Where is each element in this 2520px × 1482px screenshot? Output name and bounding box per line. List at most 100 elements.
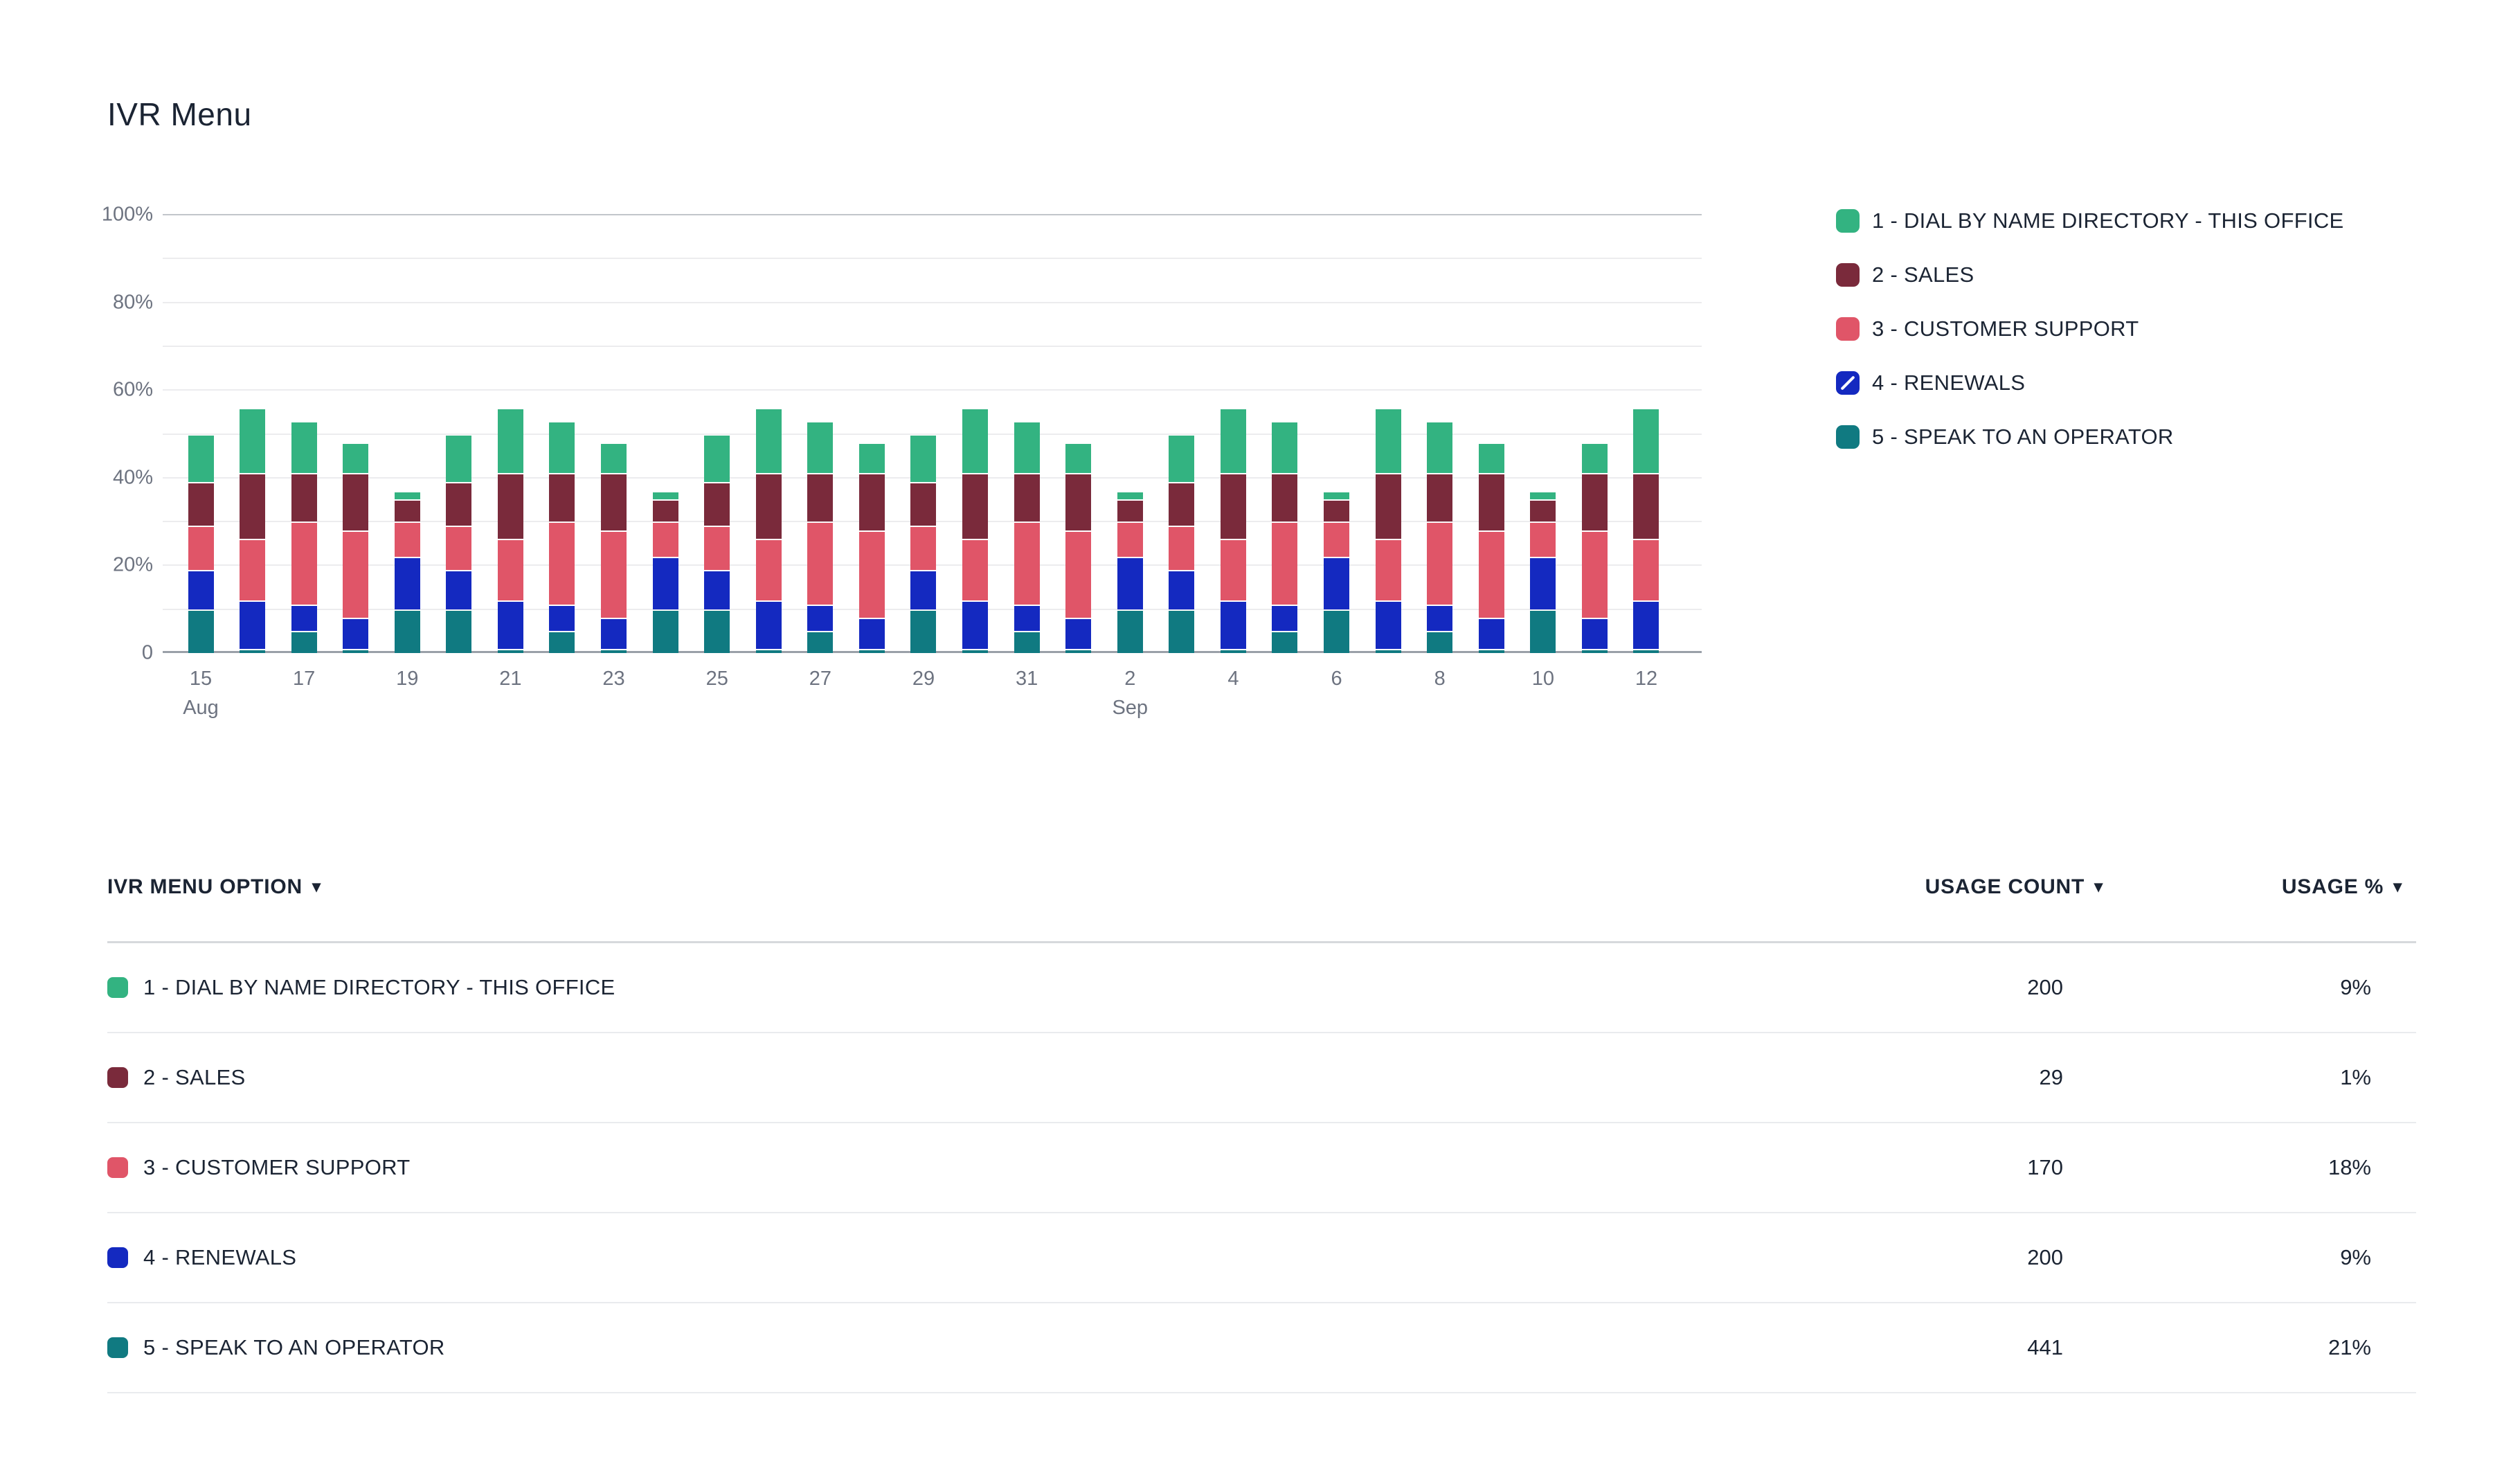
bar-segment-green[interactable] <box>652 492 678 500</box>
bar-segment-pink[interactable] <box>1220 540 1246 601</box>
bar-segment-blue[interactable] <box>497 602 523 649</box>
bar-segment-maroon[interactable] <box>446 483 472 526</box>
bar-segment-pink[interactable] <box>755 540 782 601</box>
bar-segment-maroon[interactable] <box>1272 474 1298 522</box>
bar-segment-maroon[interactable] <box>188 483 214 526</box>
bar-segment-green[interactable] <box>497 409 523 474</box>
bar-sep-3[interactable] <box>1169 215 1195 653</box>
bar-segment-pink[interactable] <box>1427 523 1453 605</box>
bar-segment-teal[interactable] <box>1169 610 1195 653</box>
bar-segment-blue[interactable] <box>1117 557 1143 609</box>
bar-segment-teal[interactable] <box>1581 650 1608 653</box>
bar-segment-blue[interactable] <box>549 606 575 632</box>
bar-aug-15[interactable] <box>188 215 214 653</box>
bar-segment-teal[interactable] <box>1117 610 1143 653</box>
bar-segment-green[interactable] <box>343 444 369 474</box>
bar-aug-29[interactable] <box>910 215 937 653</box>
bar-segment-teal[interactable] <box>394 610 420 653</box>
bar-segment-maroon[interactable] <box>1014 474 1040 522</box>
bar-segment-blue[interactable] <box>704 571 730 609</box>
bar-segment-teal[interactable] <box>1324 610 1350 653</box>
bar-segment-blue[interactable] <box>1581 619 1608 649</box>
bar-aug-22[interactable] <box>549 215 575 653</box>
bar-segment-green[interactable] <box>1117 492 1143 500</box>
bar-segment-teal[interactable] <box>188 610 214 653</box>
bar-segment-pink[interactable] <box>1065 531 1092 618</box>
bar-segment-maroon[interactable] <box>1169 483 1195 526</box>
bar-segment-blue[interactable] <box>1633 602 1659 649</box>
bar-segment-pink[interactable] <box>1169 527 1195 570</box>
bar-segment-pink[interactable] <box>1581 531 1608 618</box>
bar-segment-teal[interactable] <box>1375 650 1401 653</box>
legend-item-dial-by-name[interactable]: 1 - DIAL BY NAME DIRECTORY - THIS OFFICE <box>1836 208 2344 233</box>
bar-segment-teal[interactable] <box>910 610 937 653</box>
bar-segment-pink[interactable] <box>807 523 834 605</box>
sort-arrow-icon[interactable]: ▾ <box>2393 877 2402 896</box>
bar-segment-teal[interactable] <box>291 632 317 653</box>
bar-segment-maroon[interactable] <box>1478 474 1504 530</box>
bar-segment-maroon[interactable] <box>1324 501 1350 522</box>
bar-segment-maroon[interactable] <box>1633 474 1659 539</box>
bar-segment-teal[interactable] <box>1014 632 1040 653</box>
bar-sep-2[interactable] <box>1117 215 1143 653</box>
bar-segment-maroon[interactable] <box>962 474 989 539</box>
bar-sep-1[interactable] <box>1065 215 1092 653</box>
bar-sep-8[interactable] <box>1427 215 1453 653</box>
bar-segment-pink[interactable] <box>910 527 937 570</box>
column-header-usage-percent[interactable]: USAGE % ▾ <box>2282 875 2402 899</box>
bar-segment-maroon[interactable] <box>497 474 523 539</box>
legend-item-sales[interactable]: 2 - SALES <box>1836 262 2344 287</box>
bar-segment-maroon[interactable] <box>704 483 730 526</box>
bar-segment-green[interactable] <box>1065 444 1092 474</box>
bar-segment-pink[interactable] <box>188 527 214 570</box>
bar-segment-green[interactable] <box>1272 422 1298 474</box>
bar-segment-maroon[interactable] <box>1375 474 1401 539</box>
bar-segment-teal[interactable] <box>704 610 730 653</box>
bar-aug-25[interactable] <box>704 215 730 653</box>
legend-checkbox-checked-icon[interactable] <box>1836 371 1860 395</box>
bar-segment-maroon[interactable] <box>1117 501 1143 522</box>
bar-segment-pink[interactable] <box>291 523 317 605</box>
bar-segment-blue[interactable] <box>1220 602 1246 649</box>
bar-segment-teal[interactable] <box>652 610 678 653</box>
bar-segment-green[interactable] <box>1633 409 1659 474</box>
bar-segment-teal[interactable] <box>858 650 885 653</box>
bar-segment-pink[interactable] <box>1324 523 1350 557</box>
bar-segment-maroon[interactable] <box>1220 474 1246 539</box>
bar-segment-green[interactable] <box>910 435 937 483</box>
bar-aug-28[interactable] <box>858 215 885 653</box>
bar-segment-maroon[interactable] <box>1065 474 1092 530</box>
bar-sep-7[interactable] <box>1375 215 1401 653</box>
bar-segment-maroon[interactable] <box>240 474 266 539</box>
bar-segment-blue[interactable] <box>394 557 420 609</box>
bar-segment-teal[interactable] <box>1427 632 1453 653</box>
bar-segment-green[interactable] <box>704 435 730 483</box>
bar-segment-green[interactable] <box>1169 435 1195 483</box>
bar-segment-green[interactable] <box>1324 492 1350 500</box>
bar-segment-blue[interactable] <box>755 602 782 649</box>
bar-segment-maroon[interactable] <box>1581 474 1608 530</box>
bar-segment-blue[interactable] <box>343 619 369 649</box>
bar-segment-green[interactable] <box>755 409 782 474</box>
bar-segment-blue[interactable] <box>962 602 989 649</box>
bar-sep-10[interactable] <box>1530 215 1556 653</box>
bar-segment-green[interactable] <box>549 422 575 474</box>
bar-segment-pink[interactable] <box>549 523 575 605</box>
bar-segment-maroon[interactable] <box>652 501 678 522</box>
bar-segment-maroon[interactable] <box>755 474 782 539</box>
bar-segment-blue[interactable] <box>1478 619 1504 649</box>
bar-segment-maroon[interactable] <box>601 474 627 530</box>
bar-segment-blue[interactable] <box>1065 619 1092 649</box>
bar-segment-teal[interactable] <box>446 610 472 653</box>
bar-segment-blue[interactable] <box>807 606 834 632</box>
bar-segment-blue[interactable] <box>1530 557 1556 609</box>
bar-segment-blue[interactable] <box>1169 571 1195 609</box>
legend-item-customer-support[interactable]: 3 - CUSTOMER SUPPORT <box>1836 316 2344 341</box>
bar-segment-blue[interactable] <box>291 606 317 632</box>
legend-item-renewals[interactable]: 4 - RENEWALS <box>1836 370 2344 395</box>
bar-segment-teal[interactable] <box>1478 650 1504 653</box>
bar-segment-teal[interactable] <box>1065 650 1092 653</box>
bar-segment-blue[interactable] <box>601 619 627 649</box>
bar-sep-4[interactable] <box>1220 215 1246 653</box>
bar-segment-green[interactable] <box>1478 444 1504 474</box>
